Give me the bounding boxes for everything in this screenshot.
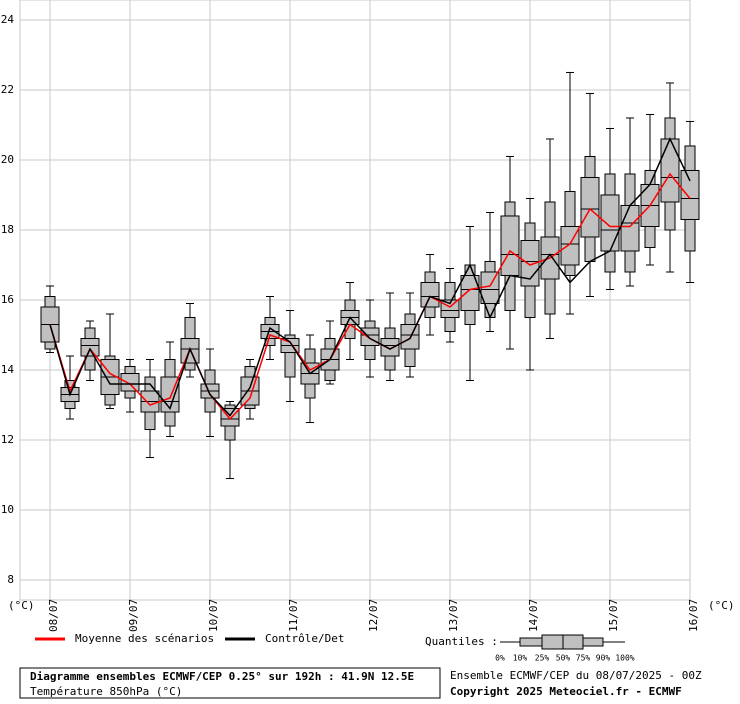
box-25-75 <box>360 327 380 347</box>
box-25-75 <box>420 281 440 308</box>
y-tick-label: 10 <box>1 503 14 516</box>
y-tick-label: 8 <box>7 573 14 586</box>
box-25-75 <box>80 338 100 357</box>
box-25-75 <box>600 194 620 252</box>
x-tick-label: 16/07 <box>687 599 700 632</box>
y-tick-label: 16 <box>1 293 14 306</box>
box-25-75 <box>500 215 520 276</box>
y-tick-label: 12 <box>1 433 14 446</box>
footer-box <box>19 667 441 699</box>
y-axis-label-right: (°C) <box>708 599 735 612</box>
quantile-label: 10% <box>513 654 528 663</box>
quantile-label: 75% <box>576 654 591 663</box>
footer-copyright: Copyright 2025 Meteociel.fr - ECMWF <box>450 685 682 698</box>
x-tick-label: 12/07 <box>367 599 380 632</box>
y-tick-label: 24 <box>1 13 15 26</box>
quantile-label: 50% <box>556 654 571 663</box>
quantile-label: 90% <box>596 654 611 663</box>
footer-run: Ensemble ECMWF/CEP du 08/07/2025 - 00Z <box>450 669 702 682</box>
y-axis-label: (°C) <box>8 599 35 612</box>
box-25-75 <box>380 338 400 357</box>
box-25-75 <box>120 373 140 392</box>
box-25-75 <box>680 169 700 220</box>
y-tick-label: 20 <box>1 153 14 166</box>
quantile-label: 100% <box>615 654 634 663</box>
footer-subtitle: Température 850hPa (°C) <box>30 685 182 698</box>
box-25-75 <box>400 324 420 350</box>
quantile-label: 25% <box>535 654 550 663</box>
x-tick-label: 10/07 <box>207 599 220 632</box>
x-tick-label: 13/07 <box>447 599 460 632</box>
x-tick-label: 11/07 <box>287 599 300 632</box>
box-25-75 <box>580 176 600 238</box>
y-tick-label: 22 <box>1 83 14 96</box>
box-25-75 <box>660 138 680 203</box>
quantile-label: 0% <box>495 654 505 663</box>
line-series <box>49 137 691 417</box>
x-tick-label: 15/07 <box>607 599 620 632</box>
y-tick-label: 14 <box>1 363 15 376</box>
box-25-75 <box>620 204 640 252</box>
box-10-90 <box>284 334 296 378</box>
x-tick-label: 08/07 <box>47 599 60 632</box>
legend-label: Contrôle/Det <box>265 632 344 645</box>
quantiles-label: Quantiles : <box>425 635 498 648</box>
legend-label: Moyenne des scénarios <box>75 632 214 645</box>
x-tick-label: 14/07 <box>527 599 540 632</box>
box-25-75 <box>460 274 480 312</box>
x-tick-label: 09/07 <box>127 599 140 632</box>
y-tick-label: 18 <box>1 223 14 236</box>
footer-title: Diagramme ensembles ECMWF/CEP 0.25° sur … <box>30 670 414 683</box>
